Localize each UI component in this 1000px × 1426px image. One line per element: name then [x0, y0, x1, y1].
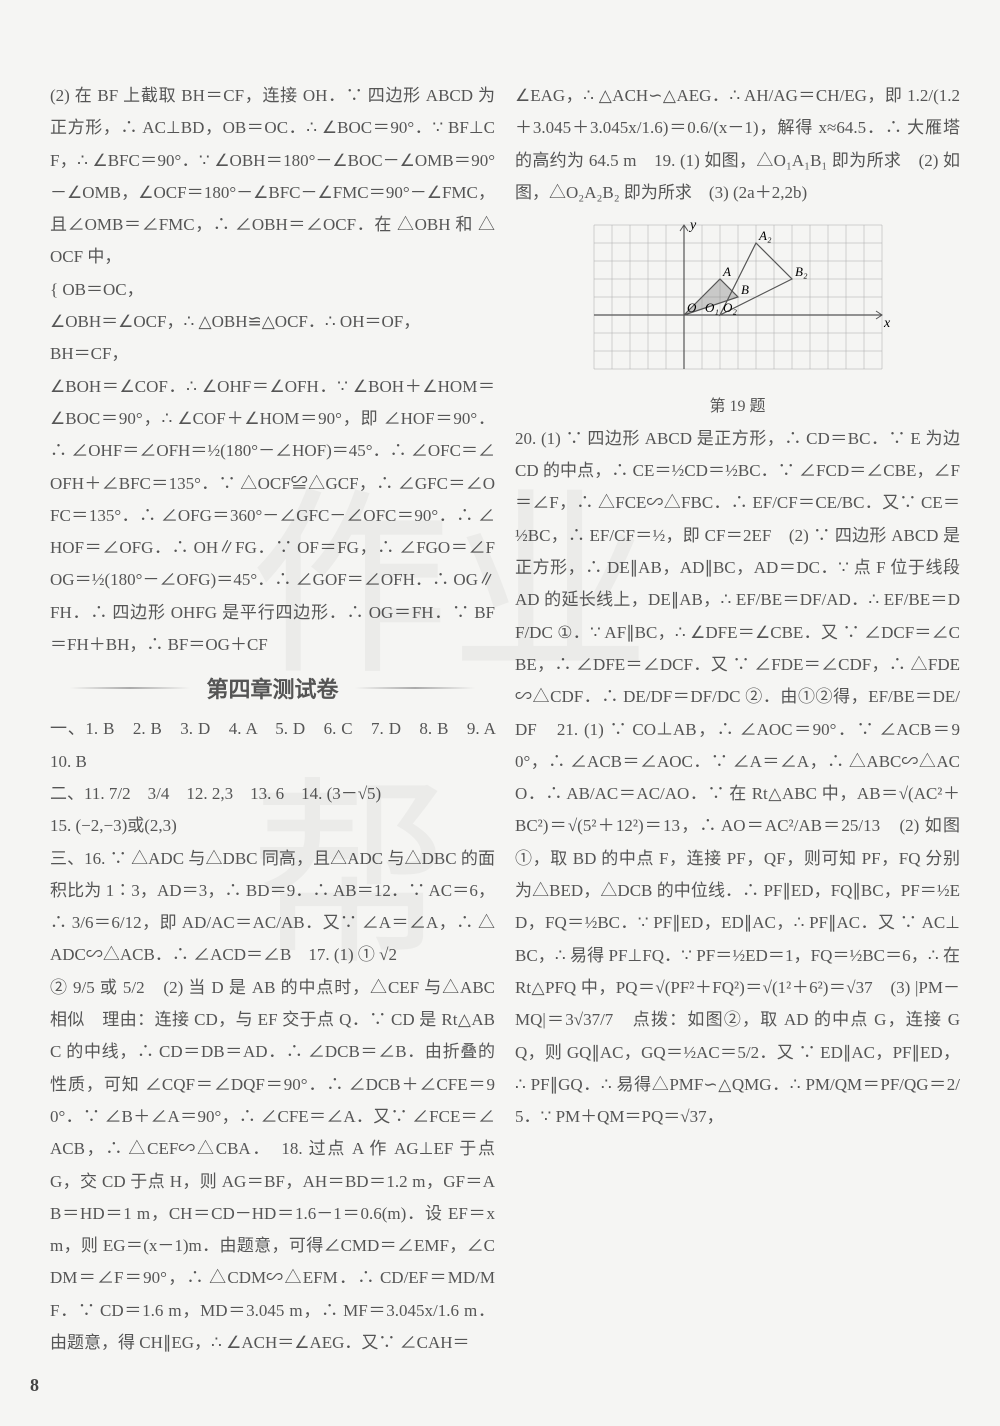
q15: 15. (−2,−3)或(2,3) — [50, 810, 495, 842]
grid-svg: x y O O₁ O₂ AB A₂ B₂ — [584, 215, 892, 379]
svg-text:A₂: A₂ — [758, 228, 772, 243]
q20: 20. (1) ∵ 四边形 ABCD 是正方形，∴ CD＝BC．∵ E 为边 C… — [515, 423, 960, 1134]
left-p1d: BH＝CF， — [50, 338, 495, 370]
q16: 三、16. ∵ △ADC 与△DBC 同高，且△ADC 与△DBC 的面积比为 … — [50, 843, 495, 972]
left-p2: ∠BOH＝∠COF．∴ ∠OHF＝∠OFH．∵ ∠BOH＋∠HOM＝∠BOC＝9… — [50, 371, 495, 662]
svg-text:B: B — [741, 282, 749, 297]
svg-text:y: y — [688, 218, 697, 233]
answers-row1: 一、1. B 2. B 3. D 4. A 5. D 6. C 7. D 8. … — [50, 713, 495, 778]
q17b: ② 9/5 或 5/2 (2) 当 D 是 AB 的中点时，△CEF 与△ABC… — [50, 972, 495, 1360]
svg-text:x: x — [883, 316, 891, 331]
banner-title: 第四章测试卷 — [200, 677, 344, 702]
page: (2) 在 BF 上截取 BH＝CF，连接 OH．∵ 四边形 ABCD 为正方形… — [0, 0, 1000, 1399]
svg-text:O: O — [687, 300, 697, 315]
chapter-banner: 第四章测试卷 — [50, 669, 495, 705]
left-p1: (2) 在 BF 上截取 BH＝CF，连接 OH．∵ 四边形 ABCD 为正方形… — [50, 80, 495, 274]
left-column: (2) 在 BF 上截取 BH＝CF，连接 OH．∵ 四边形 ABCD 为正方形… — [50, 80, 495, 1359]
svg-text:O₁: O₁ — [705, 300, 719, 315]
answers-row2: 二、11. 7/2 3/4 12. 2,3 13. 6 14. (3－√5) — [50, 778, 495, 810]
svg-text:B₂: B₂ — [795, 264, 808, 279]
figure-19: x y O O₁ O₂ AB A₂ B₂ — [515, 215, 960, 390]
page-number: 8 — [30, 1375, 39, 1396]
svg-text:O₂: O₂ — [723, 300, 737, 315]
right-p1: ∠EAG，∴ △ACH∽△AEG．∴ AH/AG＝CH/EG，即 1.2/(1.… — [515, 80, 960, 209]
right-column: ∠EAG，∴ △ACH∽△AEG．∴ AH/AG＝CH/EG，即 1.2/(1.… — [515, 80, 960, 1359]
left-p1b: { OB＝OC， — [50, 274, 495, 306]
left-p1c: ∠OBH＝∠OCF，∴ △OBH≌△OCF．∴ OH＝OF， — [50, 306, 495, 338]
svg-text:A: A — [722, 264, 731, 279]
figure-19-caption: 第 19 题 — [515, 392, 960, 422]
